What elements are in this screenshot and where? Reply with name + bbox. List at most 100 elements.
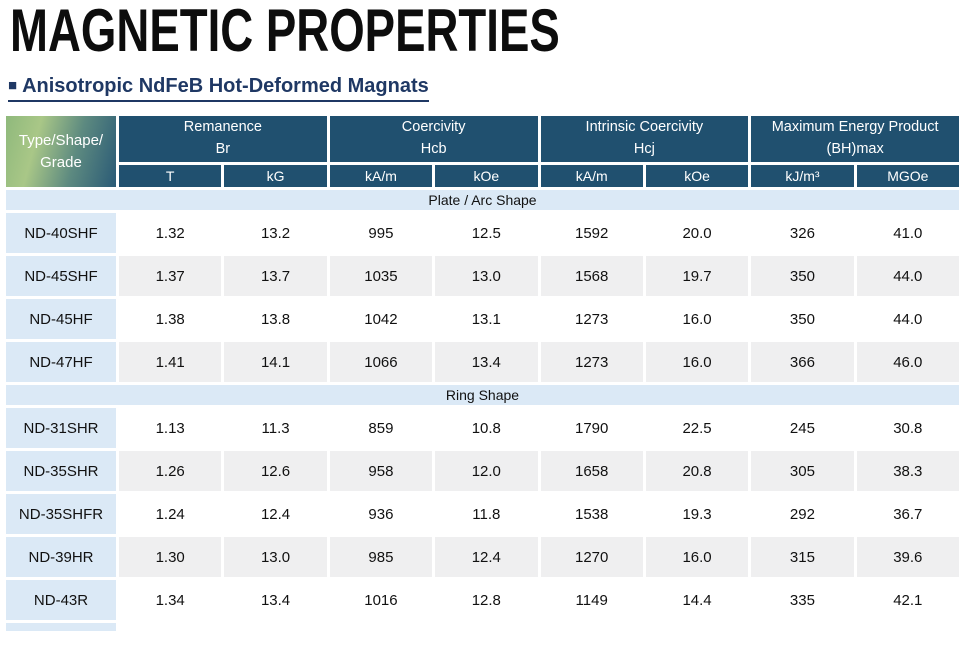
value-cell: 1568 — [540, 256, 643, 296]
value-cell — [751, 623, 854, 631]
value-cell: 1066 — [329, 342, 433, 382]
square-bullet-icon: ■ — [8, 77, 18, 94]
section-label: Plate / Arc Shape — [6, 190, 959, 210]
value-cell: 12.4 — [435, 537, 538, 577]
section-heading-text: Anisotropic NdFeB Hot-Deformed Magnats — [22, 75, 429, 97]
table-body: Plate / Arc Shape ND-40SHF 1.32 13.2 995 12.5… — [6, 190, 959, 631]
value-cell: 1042 — [329, 299, 433, 339]
value-cell — [645, 623, 749, 631]
group-header-remanence: Remanence Br — [119, 116, 327, 162]
value-cell: 1592 — [540, 213, 643, 253]
value-cell: 292 — [751, 494, 854, 534]
value-cell: 12.4 — [224, 494, 327, 534]
value-cell: 36.7 — [856, 494, 959, 534]
value-cell: 936 — [329, 494, 433, 534]
value-cell: 12.6 — [224, 451, 327, 491]
grade-cell: ND-47HF — [6, 342, 116, 382]
value-cell: 39.6 — [856, 537, 959, 577]
value-cell: 335 — [751, 580, 854, 620]
page-title: MAGNETIC PROPERTIES — [10, 0, 560, 64]
value-cell: 1035 — [329, 256, 433, 296]
value-cell: 13.4 — [435, 342, 538, 382]
table-row: ND-47HF 1.41 14.1 1066 13.4 1273 16.0 366 46.0 — [6, 342, 959, 382]
value-cell: 995 — [329, 213, 433, 253]
value-cell: 1273 — [540, 299, 643, 339]
group-symbol: Hcb — [420, 141, 447, 157]
group-header-intrinsic-coercivity: Intrinsic Coercivity Hcj — [540, 116, 749, 162]
group-header-coercivity: Coercivity Hcb — [329, 116, 538, 162]
value-cell: 1.37 — [119, 256, 222, 296]
grade-cell: ND-45SHF — [6, 256, 116, 296]
grade-cell: ND-43R — [6, 580, 116, 620]
group-title: Coercivity — [401, 119, 466, 136]
value-cell: 11.8 — [435, 494, 538, 534]
group-title: Intrinsic Coercivity — [585, 119, 704, 136]
value-cell: 16.0 — [645, 299, 749, 339]
corner-header-line1: Type/Shape/ — [18, 131, 104, 149]
value-cell: 1790 — [540, 408, 643, 448]
group-title: Maximum Energy Product — [771, 119, 939, 136]
value-cell — [329, 623, 433, 631]
grade-cell: ND-39HR — [6, 537, 116, 577]
value-cell: 44.0 — [856, 299, 959, 339]
value-cell — [540, 623, 643, 631]
value-cell: 13.0 — [435, 256, 538, 296]
value-cell: 20.0 — [645, 213, 749, 253]
value-cell: 19.3 — [645, 494, 749, 534]
table-row: ND-39HR 1.30 13.0 985 12.4 1270 16.0 315 39.6 — [6, 537, 959, 577]
value-cell: 14.1 — [224, 342, 327, 382]
partial-table-row — [6, 623, 959, 631]
section-row: Plate / Arc Shape — [6, 190, 959, 210]
value-cell: 245 — [751, 408, 854, 448]
value-cell: 12.0 — [435, 451, 538, 491]
table-row: ND-45SHF 1.37 13.7 1035 13.0 1568 19.7 350 44.0 — [6, 256, 959, 296]
value-cell: 14.4 — [645, 580, 749, 620]
value-cell: 11.3 — [224, 408, 327, 448]
corner-header: Type/Shape/ Grade — [6, 116, 116, 187]
value-cell: 1270 — [540, 537, 643, 577]
group-header-max-energy-product: Maximum Energy Product (BH)max — [751, 116, 959, 162]
table-row: ND-40SHF 1.32 13.2 995 12.5 1592 20.0 326 41.0 — [6, 213, 959, 253]
value-cell: 30.8 — [856, 408, 959, 448]
value-cell: 326 — [751, 213, 854, 253]
unit-header-kjm3: kJ/m³ — [751, 165, 854, 187]
grade-cell: ND-45HF — [6, 299, 116, 339]
value-cell: 19.7 — [645, 256, 749, 296]
unit-header-koe-1: kOe — [435, 165, 538, 187]
value-cell: 1538 — [540, 494, 643, 534]
value-cell: 315 — [751, 537, 854, 577]
value-cell: 13.2 — [224, 213, 327, 253]
value-cell: 1658 — [540, 451, 643, 491]
section-heading: ■ Anisotropic NdFeB Hot-Deformed Magnats — [8, 75, 429, 102]
value-cell: 13.8 — [224, 299, 327, 339]
value-cell: 1.24 — [119, 494, 222, 534]
unit-header-t: T — [119, 165, 222, 187]
unit-header-kg: kG — [224, 165, 327, 187]
unit-header-row: T kG kA/m kOe kA/m kOe kJ/m³ MGOe — [6, 165, 959, 187]
group-symbol: Br — [215, 141, 231, 157]
grade-cell: ND-40SHF — [6, 213, 116, 253]
value-cell: 44.0 — [856, 256, 959, 296]
grade-cell: ND-35SHFR — [6, 494, 116, 534]
value-cell: 12.5 — [435, 213, 538, 253]
unit-header-kam-2: kA/m — [540, 165, 643, 187]
value-cell: 1149 — [540, 580, 643, 620]
table-row: ND-35SHFR 1.24 12.4 936 11.8 1538 19.3 292 36.7 — [6, 494, 959, 534]
value-cell: 305 — [751, 451, 854, 491]
value-cell: 859 — [329, 408, 433, 448]
grade-cell: ND-35SHR — [6, 451, 116, 491]
value-cell: 1.32 — [119, 213, 222, 253]
group-symbol: Hcj — [633, 141, 655, 157]
value-cell — [856, 623, 959, 631]
unit-header-koe-2: kOe — [645, 165, 749, 187]
table-row: ND-43R 1.34 13.4 1016 12.8 1149 14.4 335 42.1 — [6, 580, 959, 620]
value-cell: 366 — [751, 342, 854, 382]
unit-header-kam-1: kA/m — [329, 165, 433, 187]
group-header-row: Type/Shape/ Grade Remanence Br Coercivit… — [6, 116, 959, 187]
value-cell: 41.0 — [856, 213, 959, 253]
value-cell: 20.8 — [645, 451, 749, 491]
table-row: ND-45HF 1.38 13.8 1042 13.1 1273 16.0 350 44.0 — [6, 299, 959, 339]
value-cell: 12.8 — [435, 580, 538, 620]
value-cell: 350 — [751, 299, 854, 339]
